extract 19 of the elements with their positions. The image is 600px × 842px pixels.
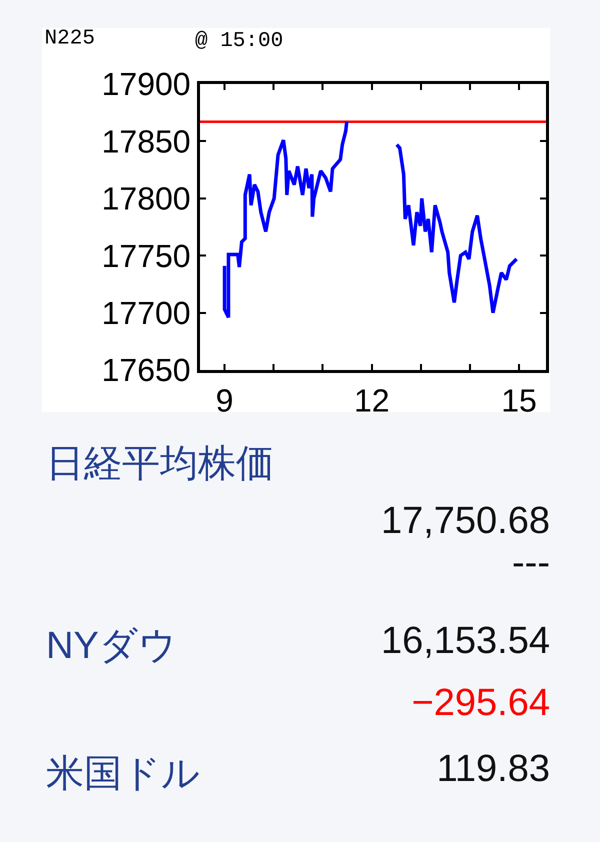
x-tick-label: 12 — [354, 382, 390, 418]
y-tick-label: 17750 — [102, 238, 191, 274]
text: 日経平均株価 — [46, 442, 274, 487]
chart-title: N225 — [44, 27, 95, 50]
text: −295.64 — [412, 682, 550, 725]
y-tick-label: 17700 — [102, 295, 191, 331]
chart-subtitle: @ 15:00 — [195, 30, 284, 53]
text: NYダウ — [46, 624, 177, 669]
text: 16,153.54 — [380, 620, 550, 663]
x-tick-label: 15 — [501, 382, 537, 418]
y-tick-label: 17850 — [102, 123, 191, 160]
x-tick-label: 9 — [216, 382, 234, 418]
y-tick-label: 17900 — [102, 66, 191, 102]
text: --- — [512, 542, 550, 585]
y-tick-label: 17650 — [102, 352, 191, 388]
text: 米国ドル — [46, 752, 200, 797]
text: 119.83 — [436, 748, 550, 791]
y-tick-label: 17800 — [102, 180, 191, 217]
text: 17,750.68 — [380, 500, 550, 543]
